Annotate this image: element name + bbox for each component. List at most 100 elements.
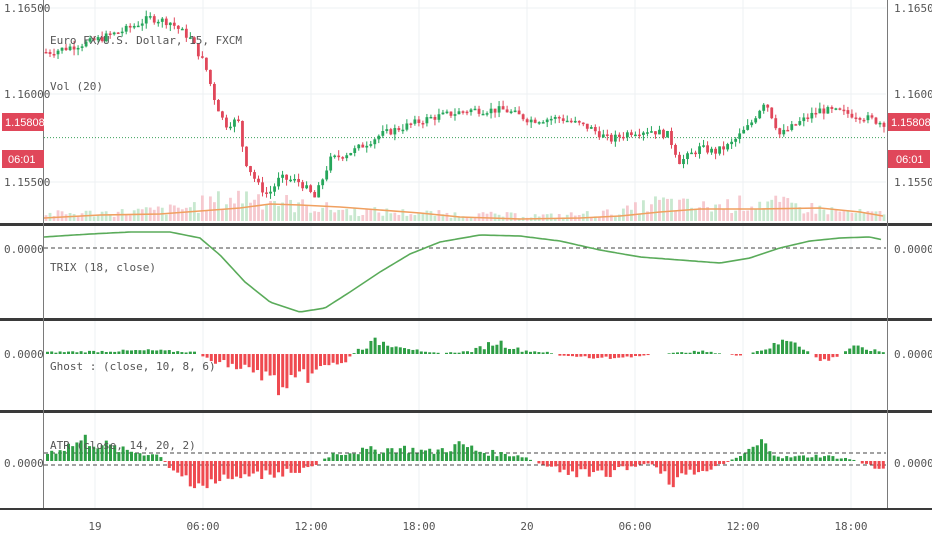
histogram-bar xyxy=(356,454,360,461)
histogram-bar xyxy=(478,451,482,461)
candle-body xyxy=(148,16,152,18)
volume-bar xyxy=(638,214,641,221)
histogram-bar xyxy=(583,461,587,470)
volume-bar xyxy=(341,209,345,221)
candle-body xyxy=(509,111,513,113)
histogram-bar xyxy=(352,353,356,354)
candle-body xyxy=(762,104,766,111)
volume-bar xyxy=(698,207,701,221)
histogram-bar xyxy=(638,461,642,465)
histogram-bar xyxy=(373,337,377,354)
candle-body xyxy=(658,129,661,135)
volume-bar xyxy=(401,209,405,221)
histogram-bar xyxy=(125,449,129,461)
volume-bar xyxy=(217,191,220,221)
candle-body xyxy=(525,119,529,123)
histogram-bar xyxy=(823,354,826,360)
time-label-5: 20 xyxy=(520,520,533,533)
histogram-bar xyxy=(671,352,675,354)
ghost-pane[interactable]: Ghost : (close, 10, 8, 6) xyxy=(46,337,885,396)
symbol-title: Euro FX/U.S. Dollar, 15, FXCM xyxy=(50,34,242,47)
candle-body xyxy=(814,112,818,115)
volume-bar xyxy=(285,195,288,221)
volume-bar xyxy=(184,207,188,221)
candle-body xyxy=(365,145,369,148)
left-price-axis-border xyxy=(43,0,44,508)
volume-bar xyxy=(625,205,629,221)
candle-body xyxy=(349,153,353,156)
histogram-bar xyxy=(230,461,234,480)
histogram-bar xyxy=(667,353,671,354)
volume-bar xyxy=(846,210,850,221)
candle-body xyxy=(369,144,373,146)
candle-body xyxy=(774,118,778,129)
candle-body xyxy=(866,115,870,121)
volume-bar xyxy=(188,207,192,221)
histogram-bar xyxy=(881,461,885,469)
histogram-bar xyxy=(62,352,66,354)
histogram-bar xyxy=(873,349,877,354)
histogram-bar xyxy=(58,450,62,461)
candle-body xyxy=(822,108,826,114)
volume-bar xyxy=(208,196,212,221)
histogram-bar xyxy=(873,461,877,469)
histogram-bar xyxy=(46,453,49,461)
volume-bar xyxy=(589,217,593,221)
histogram-bar xyxy=(751,446,755,461)
pane-separator-3[interactable] xyxy=(0,410,932,413)
histogram-bar xyxy=(848,459,852,461)
candle-body xyxy=(337,155,341,158)
histogram-bar xyxy=(331,452,335,461)
histogram-bar xyxy=(306,461,310,468)
volume-bar xyxy=(557,214,561,221)
histogram-bar xyxy=(104,352,108,354)
pane-separator-1[interactable] xyxy=(0,223,932,226)
histogram-bar xyxy=(785,340,789,354)
volume-bar xyxy=(569,212,573,221)
histogram-bar xyxy=(172,351,175,354)
histogram-bar xyxy=(877,351,881,354)
candle-body xyxy=(802,117,806,122)
candle-body xyxy=(730,141,734,145)
volume-bar xyxy=(469,216,473,221)
price-axis-right[interactable]: 1.16500 1.16000 1.15500 xyxy=(894,2,932,189)
histogram-bar xyxy=(659,461,663,474)
candle-body xyxy=(634,134,637,137)
histogram-bar xyxy=(293,461,297,473)
histogram-bar xyxy=(125,350,129,354)
volume-bar xyxy=(108,215,112,221)
volume-bar xyxy=(870,211,874,221)
candle-body xyxy=(573,120,577,123)
price-pane[interactable]: Euro FX/U.S. Dollar, 15, FXCM Vol (20) xyxy=(43,10,886,221)
price-axis-left[interactable]: 1.16500 1.16000 1.15500 xyxy=(4,2,50,189)
histogram-bar xyxy=(289,354,293,376)
candle-body xyxy=(850,113,854,118)
histogram-bar xyxy=(243,461,247,475)
histogram-bar xyxy=(516,455,520,461)
histogram-bar xyxy=(697,461,700,473)
atr-pane[interactable]: ATR (close, 14, 20, 2) xyxy=(44,434,886,489)
histogram-bar xyxy=(352,453,356,461)
histogram-bar xyxy=(134,350,138,354)
histogram-bar xyxy=(617,461,621,467)
candle-body xyxy=(698,146,701,154)
pane-separator-2[interactable] xyxy=(0,318,932,321)
candle-body xyxy=(233,119,236,127)
histogram-bar xyxy=(760,439,763,461)
candle-body xyxy=(662,129,665,138)
histogram-bar xyxy=(277,461,280,473)
trix-pane[interactable]: TRIX (18, close) xyxy=(43,231,886,313)
histogram-bar xyxy=(432,453,436,461)
candle-body xyxy=(409,123,413,125)
volume-bar xyxy=(646,211,649,221)
histogram-bar xyxy=(768,348,772,354)
histogram-bar xyxy=(621,461,625,467)
histogram-bar xyxy=(83,434,87,461)
volume-bar xyxy=(80,213,84,221)
histogram-bar xyxy=(751,352,755,354)
candle-body xyxy=(152,16,156,23)
histogram-bar xyxy=(180,461,184,477)
histogram-bar xyxy=(205,461,209,489)
time-axis[interactable]: 19 06:00 12:00 18:00 20 06:00 12:00 18:0… xyxy=(88,520,867,533)
